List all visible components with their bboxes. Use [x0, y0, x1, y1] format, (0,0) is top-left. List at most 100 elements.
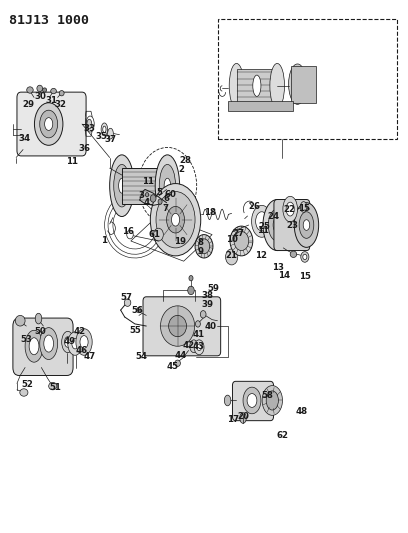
Text: 12: 12: [255, 252, 267, 260]
Text: 21: 21: [226, 252, 237, 260]
Ellipse shape: [68, 332, 82, 356]
Text: 58: 58: [261, 391, 273, 400]
Ellipse shape: [226, 249, 238, 265]
Ellipse shape: [110, 155, 134, 216]
Text: 55: 55: [130, 326, 142, 335]
Ellipse shape: [303, 220, 310, 230]
Text: 27: 27: [233, 229, 245, 238]
Text: 15: 15: [299, 272, 311, 280]
Text: 5: 5: [156, 188, 162, 197]
Text: 45: 45: [166, 362, 178, 371]
Text: 20: 20: [237, 412, 249, 421]
Ellipse shape: [294, 203, 319, 247]
Text: 49: 49: [64, 337, 76, 346]
Ellipse shape: [286, 202, 294, 216]
Ellipse shape: [175, 360, 180, 367]
Ellipse shape: [190, 340, 198, 353]
Text: 51: 51: [50, 383, 62, 392]
Text: 9: 9: [198, 247, 204, 256]
Ellipse shape: [270, 63, 284, 108]
Ellipse shape: [288, 64, 306, 104]
Ellipse shape: [64, 337, 71, 348]
Bar: [237, 69, 277, 103]
Text: 19: 19: [173, 237, 186, 246]
Text: 43: 43: [193, 342, 205, 351]
Text: 10: 10: [226, 236, 238, 245]
Text: 3: 3: [138, 191, 144, 200]
Ellipse shape: [301, 252, 309, 262]
Ellipse shape: [37, 85, 42, 92]
Ellipse shape: [300, 201, 307, 212]
Ellipse shape: [159, 165, 175, 207]
Ellipse shape: [42, 88, 47, 92]
Text: 38: 38: [201, 291, 213, 300]
Text: 30: 30: [35, 92, 47, 101]
Text: 48: 48: [295, 407, 308, 416]
Ellipse shape: [34, 103, 63, 146]
Text: 8: 8: [198, 238, 204, 247]
FancyBboxPatch shape: [17, 92, 86, 156]
Ellipse shape: [262, 385, 282, 415]
Text: 26: 26: [248, 202, 260, 211]
Text: 52: 52: [21, 380, 33, 389]
Text: 13: 13: [273, 263, 284, 272]
Ellipse shape: [29, 338, 39, 355]
Ellipse shape: [156, 191, 195, 248]
Text: 47: 47: [83, 352, 95, 361]
Ellipse shape: [20, 389, 28, 396]
Ellipse shape: [292, 72, 303, 96]
Ellipse shape: [224, 395, 231, 406]
Text: 34: 34: [18, 134, 30, 143]
Text: 14: 14: [278, 271, 290, 279]
Ellipse shape: [35, 313, 42, 324]
Text: 59: 59: [207, 284, 219, 293]
Text: 28: 28: [180, 156, 192, 165]
Text: 40: 40: [204, 321, 216, 330]
Text: 32: 32: [55, 100, 67, 109]
Ellipse shape: [243, 387, 261, 414]
Ellipse shape: [51, 88, 56, 94]
Text: 6: 6: [164, 195, 170, 204]
Ellipse shape: [188, 286, 194, 295]
Ellipse shape: [252, 205, 272, 237]
Text: 11: 11: [66, 157, 78, 166]
Text: 57: 57: [120, 293, 132, 302]
Ellipse shape: [158, 199, 162, 204]
Text: 22: 22: [284, 205, 295, 214]
Ellipse shape: [189, 276, 193, 281]
Text: 18: 18: [204, 208, 216, 217]
Ellipse shape: [273, 217, 281, 232]
Text: 31: 31: [46, 96, 58, 105]
Text: 50: 50: [35, 327, 47, 336]
Ellipse shape: [194, 340, 204, 355]
Text: 4: 4: [144, 198, 150, 207]
Text: 54: 54: [135, 352, 147, 361]
Ellipse shape: [160, 306, 195, 346]
Text: 7: 7: [162, 204, 169, 213]
Ellipse shape: [200, 311, 206, 318]
Ellipse shape: [303, 254, 307, 260]
Ellipse shape: [171, 213, 180, 226]
Ellipse shape: [283, 196, 297, 222]
Ellipse shape: [290, 251, 297, 257]
Ellipse shape: [164, 178, 171, 193]
Text: 42: 42: [182, 341, 195, 350]
Text: 11: 11: [257, 226, 269, 235]
Text: 2: 2: [179, 165, 185, 174]
Text: 46: 46: [76, 346, 88, 355]
Text: 41: 41: [193, 330, 205, 339]
Text: 39: 39: [201, 300, 213, 309]
Ellipse shape: [195, 321, 200, 327]
Text: 16: 16: [122, 227, 134, 236]
Ellipse shape: [103, 126, 106, 133]
Text: 35: 35: [95, 132, 107, 141]
Ellipse shape: [25, 330, 43, 362]
Ellipse shape: [119, 178, 125, 193]
Ellipse shape: [197, 344, 202, 351]
Text: 61: 61: [149, 230, 160, 239]
Text: 60: 60: [165, 190, 177, 199]
Ellipse shape: [150, 195, 156, 202]
Text: 37: 37: [104, 135, 117, 144]
Ellipse shape: [16, 316, 25, 326]
Ellipse shape: [256, 212, 268, 231]
